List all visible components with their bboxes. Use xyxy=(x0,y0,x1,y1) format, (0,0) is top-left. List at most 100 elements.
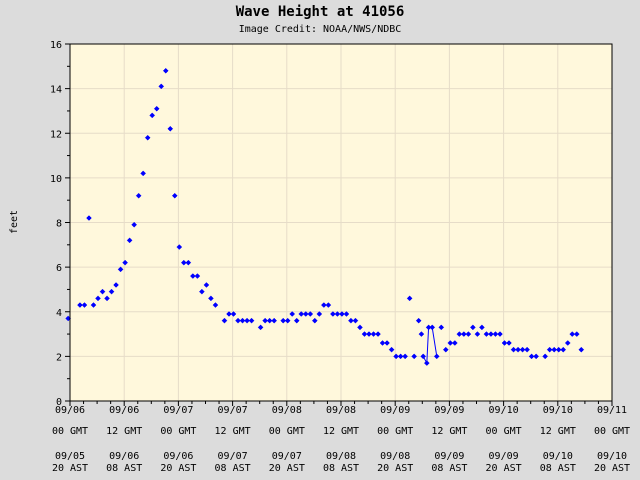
data-point xyxy=(352,317,359,324)
data-point xyxy=(415,317,422,324)
x-tick-label: 09/08 xyxy=(326,405,356,416)
data-point xyxy=(262,317,268,324)
data-point xyxy=(185,259,192,266)
y-tick-label: 10 xyxy=(50,174,62,185)
data-point xyxy=(442,346,449,353)
data-point xyxy=(528,353,535,360)
x-tick-label: 09/07 xyxy=(218,405,248,416)
x-tick-label: 09/05 xyxy=(55,451,85,462)
data-point xyxy=(451,340,458,346)
data-point xyxy=(492,331,499,337)
data-point xyxy=(488,331,494,337)
data-point xyxy=(524,346,530,353)
x-tick-label: 08 AST xyxy=(215,463,251,474)
data-point xyxy=(379,340,386,346)
x-tick-label: 20 AST xyxy=(52,463,88,474)
data-point xyxy=(357,324,363,331)
y-tick-label: 12 xyxy=(50,129,62,140)
x-tick-label: 00 GMT xyxy=(52,426,88,437)
data-point xyxy=(456,331,463,337)
y-tick-label: 14 xyxy=(50,85,62,96)
data-point xyxy=(194,273,201,279)
data-point xyxy=(280,317,287,324)
x-tick-label: 09/08 xyxy=(272,405,302,416)
data-point xyxy=(533,353,539,360)
x-tick-label: 20 AST xyxy=(594,463,630,474)
data-point xyxy=(519,346,526,353)
data-point xyxy=(140,170,147,177)
data-point xyxy=(429,324,436,331)
y-axis-label: feet xyxy=(9,210,20,234)
x-tick-label: 09/06 xyxy=(109,451,139,462)
data-point xyxy=(149,112,156,119)
data-point xyxy=(501,340,508,346)
data-point xyxy=(81,302,88,308)
x-tick-label: 20 AST xyxy=(377,463,413,474)
x-tick-label: 20 AST xyxy=(486,463,522,474)
data-point xyxy=(343,311,350,317)
data-point xyxy=(144,134,151,141)
data-point xyxy=(397,353,404,360)
chart-title: Wave Height at 41056 xyxy=(235,4,405,20)
data-point xyxy=(226,311,232,317)
data-point xyxy=(460,331,467,337)
data-point xyxy=(221,317,228,324)
data-point xyxy=(388,346,395,353)
data-point xyxy=(474,331,481,337)
data-point xyxy=(99,288,106,295)
data-point xyxy=(230,311,237,317)
data-point xyxy=(284,317,291,324)
x-tick-label: 09/10 xyxy=(543,405,573,416)
data-point xyxy=(483,331,490,337)
x-tick-label: 00 GMT xyxy=(269,426,305,437)
data-point xyxy=(433,353,440,360)
chart-subtitle: Image Credit: NOAA/NWS/NDBC xyxy=(238,24,402,35)
data-point xyxy=(131,221,137,228)
x-tick-label: 09/09 xyxy=(489,451,519,462)
data-point xyxy=(244,317,250,324)
x-tick-label: 09/06 xyxy=(55,405,85,416)
plot-border xyxy=(69,43,613,402)
data-point xyxy=(298,311,305,317)
data-point xyxy=(239,317,246,324)
x-tick-label: 09/09 xyxy=(434,405,464,416)
data-point xyxy=(393,353,399,360)
data-point xyxy=(289,311,296,317)
data-point xyxy=(158,83,165,90)
y-tick-label: 0 xyxy=(56,397,62,408)
y-tick-label: 16 xyxy=(50,40,62,51)
data-point xyxy=(402,353,408,360)
data-point xyxy=(180,259,187,266)
x-tick-label: 09/08 xyxy=(380,451,410,462)
data-point xyxy=(266,317,273,324)
data-point xyxy=(406,295,413,302)
data-point xyxy=(208,295,214,302)
x-tick-label: 00 GMT xyxy=(594,426,630,437)
data-point xyxy=(171,192,178,199)
data-point xyxy=(90,302,97,308)
data-point xyxy=(506,340,512,346)
x-tick-label: 12 GMT xyxy=(106,426,142,437)
data-point xyxy=(515,346,521,353)
data-point xyxy=(569,331,576,337)
data-point xyxy=(573,331,580,337)
data-point xyxy=(176,244,183,250)
x-tick-label: 12 GMT xyxy=(323,426,359,437)
y-axis: 0 2 4 6 8 10 12 14 16 xyxy=(50,40,70,408)
data-point xyxy=(560,346,567,353)
data-point xyxy=(271,317,278,324)
y-tick-label: 4 xyxy=(56,308,62,319)
data-point xyxy=(479,324,485,331)
data-point xyxy=(411,353,418,360)
data-point xyxy=(334,311,341,317)
data-point xyxy=(465,331,472,337)
x-tick-label: 09/06 xyxy=(109,405,139,416)
data-point xyxy=(420,353,427,360)
data-point xyxy=(311,317,318,324)
data-point xyxy=(153,105,160,112)
data-point xyxy=(339,311,345,317)
data-point xyxy=(126,237,133,244)
data-point xyxy=(77,302,83,308)
x-tick-label: 09/10 xyxy=(489,405,519,416)
